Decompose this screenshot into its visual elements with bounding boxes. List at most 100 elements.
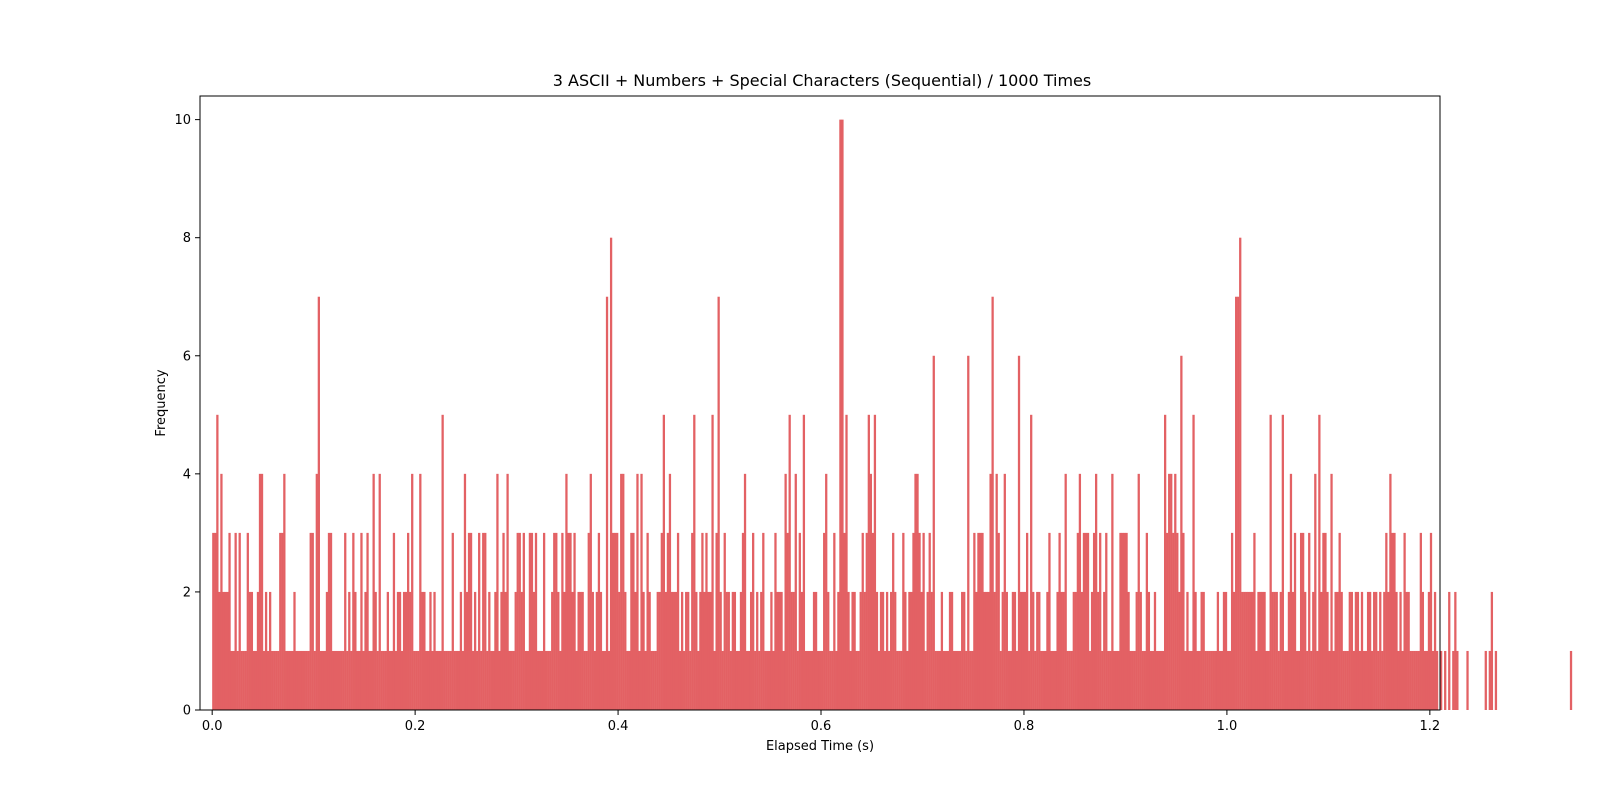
histogram-bar (1356, 591, 1360, 710)
histogram-bar (609, 237, 613, 710)
histogram-bar (896, 650, 899, 710)
histogram-bar (238, 532, 241, 710)
histogram-bar (1379, 591, 1382, 710)
histogram-bar (494, 591, 497, 710)
histogram-bar (1097, 591, 1100, 710)
histogram-bar (295, 650, 298, 710)
histogram-bar (1354, 591, 1358, 710)
histogram-bar (571, 591, 574, 710)
histogram-bar (731, 591, 734, 710)
histogram-bar (271, 650, 274, 710)
histogram-bar (1060, 591, 1063, 710)
histogram-bar (867, 414, 870, 710)
histogram-bar (587, 532, 590, 710)
histogram-bar (1038, 591, 1041, 710)
histogram-bar (1245, 591, 1248, 710)
histogram-bar (380, 650, 383, 710)
histogram-bar (516, 532, 519, 710)
histogram-bar (1346, 650, 1349, 710)
histogram-bar (1153, 591, 1157, 710)
histogram-bar (593, 650, 596, 710)
histogram-bar (796, 650, 799, 710)
histogram-bar (335, 650, 339, 710)
histogram-bar (1180, 355, 1183, 710)
histogram-bar (877, 650, 881, 710)
histogram-bar (902, 532, 905, 710)
histogram-bar (374, 591, 377, 710)
histogram-bar (1220, 650, 1224, 710)
histogram-bar (372, 473, 375, 710)
histogram-bar (1145, 532, 1149, 710)
histogram-bar (713, 650, 716, 710)
histogram-bar (400, 650, 404, 710)
histogram-bar (699, 591, 702, 710)
histogram-bar (484, 532, 487, 710)
histogram-bar (297, 650, 300, 710)
histogram-bar (707, 591, 710, 710)
histogram-bar (1111, 473, 1114, 710)
histogram-bar (1005, 591, 1008, 710)
histogram-bar (668, 473, 672, 710)
histogram-bar (991, 296, 994, 710)
histogram-bar (1048, 532, 1051, 710)
histogram-bar (514, 591, 517, 710)
histogram-bar (1340, 591, 1343, 710)
histogram-bar (1425, 650, 1429, 710)
histogram-bar (1080, 591, 1084, 710)
histogram-bar (640, 473, 643, 710)
histogram-bar (411, 473, 414, 710)
histogram-bar (266, 650, 270, 710)
histogram-bar (459, 591, 463, 710)
histogram-bar (382, 650, 385, 710)
histogram-bar (1062, 591, 1065, 710)
histogram-bar (1133, 650, 1136, 710)
histogram-bar (1320, 591, 1323, 710)
histogram-bar (1092, 532, 1096, 710)
histogram-bar (1399, 591, 1402, 710)
histogram-bar (307, 650, 310, 710)
histogram-bar (331, 650, 335, 710)
histogram-bar (1448, 591, 1451, 710)
histogram-bar (269, 591, 272, 710)
histogram-bar (567, 532, 570, 710)
histogram-bar (1058, 532, 1061, 710)
histogram-bar (1032, 591, 1035, 710)
histogram-bar (530, 532, 534, 710)
histogram-bar (1393, 532, 1396, 710)
histogram-bar (1113, 650, 1116, 710)
histogram-bar (940, 591, 944, 710)
histogram-bar (1366, 591, 1370, 710)
histogram-bar (319, 650, 323, 710)
histogram-bar (989, 473, 992, 710)
histogram-bar (285, 650, 288, 710)
histogram-bar (1297, 650, 1301, 710)
histogram-bar (1023, 591, 1027, 710)
histogram-bar (281, 532, 284, 710)
histogram-bar (1068, 650, 1071, 710)
x-tick-label: 0.8 (1014, 719, 1035, 734)
histogram-bar (1088, 650, 1092, 710)
histogram-bar (987, 591, 990, 710)
histogram-bar (703, 591, 706, 710)
histogram-bar (463, 473, 467, 710)
histogram-bar (1330, 473, 1333, 710)
histogram-bar (883, 650, 887, 710)
histogram-bar (508, 650, 511, 710)
histogram-bar (737, 650, 741, 710)
histogram-bar (524, 650, 527, 710)
histogram-bar (309, 532, 312, 710)
histogram-bar (725, 591, 728, 710)
histogram-bar (526, 650, 530, 710)
histogram-bar (1454, 591, 1457, 710)
histogram-bar (825, 473, 828, 710)
histogram-bar (376, 650, 379, 710)
histogram-bar (965, 650, 968, 710)
histogram-bar (1174, 473, 1177, 710)
histogram-bar (1440, 650, 1443, 710)
histogram-bar (1119, 532, 1122, 710)
histogram-bar (658, 591, 661, 710)
histogram-bar (971, 650, 974, 710)
histogram-bar (1253, 532, 1256, 710)
histogram-bar (1338, 532, 1341, 710)
